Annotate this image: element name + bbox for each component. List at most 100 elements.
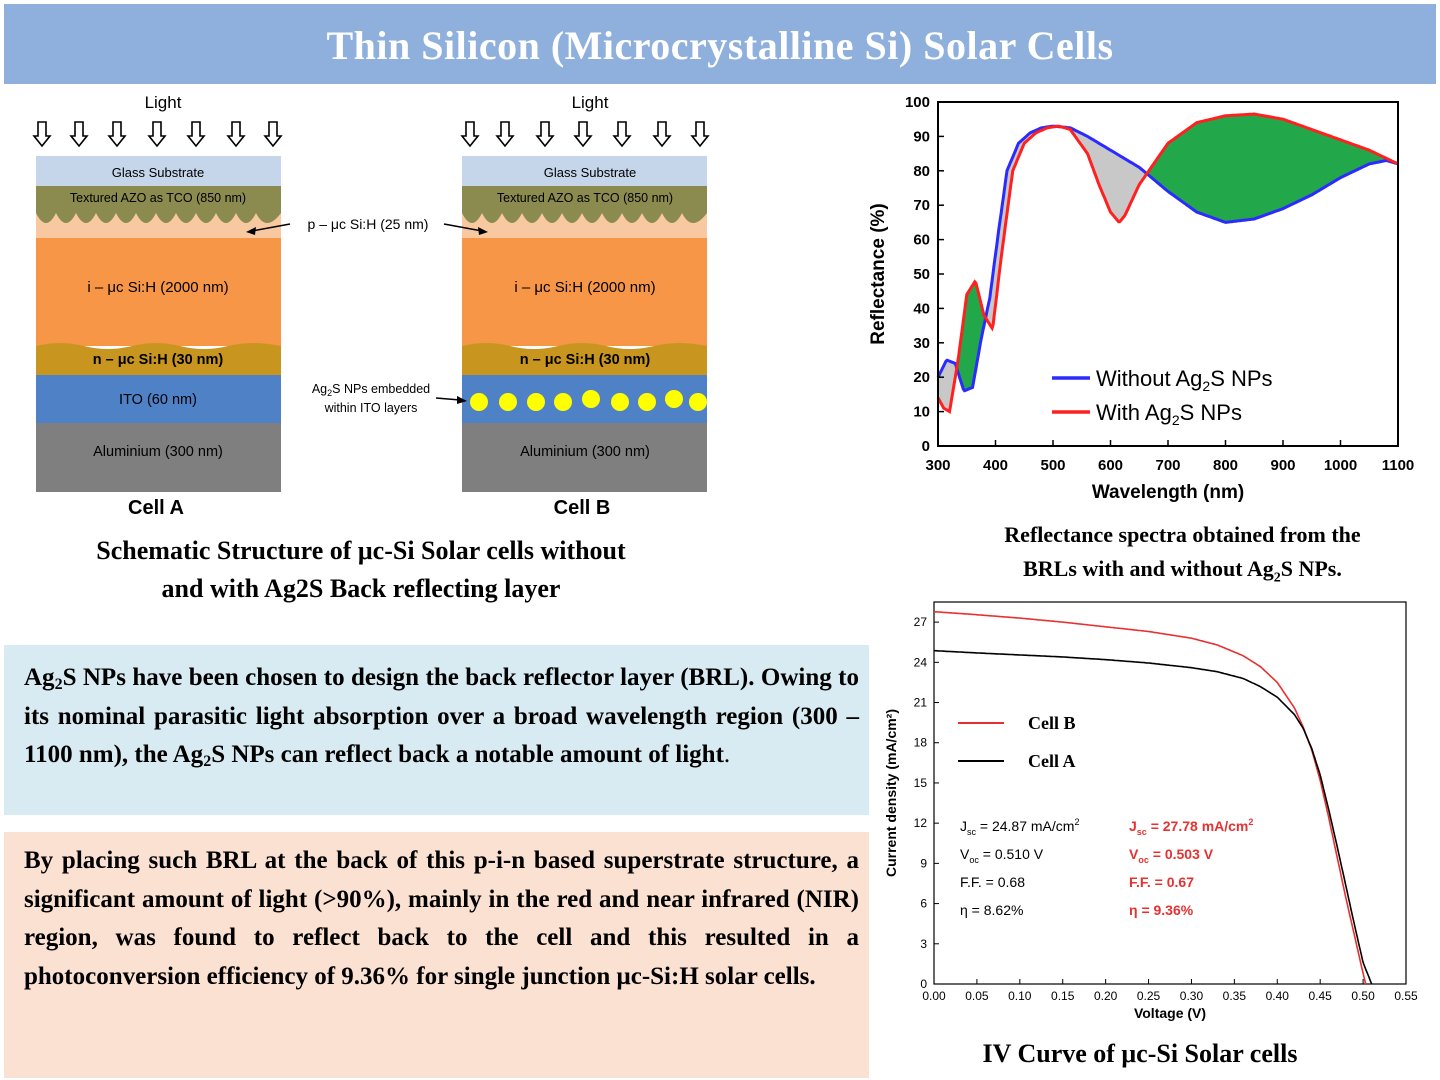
y-tick-label: 70: [913, 197, 930, 214]
p-layer-label: p – μc Si:H (25 nm): [308, 216, 429, 232]
y-tick-label: 0: [922, 438, 930, 455]
i-layer-b: [462, 238, 707, 346]
i-layer-a: [36, 238, 281, 346]
x-tick-label: 700: [1155, 457, 1180, 474]
y-tick-label: 24: [914, 655, 928, 669]
plot-frame: [933, 601, 1407, 985]
title-banner: Thin Silicon (Microcrystalline Si) Solar…: [4, 4, 1436, 84]
x-tick-label: 0.05: [965, 989, 989, 1003]
x-tick-label: 0.10: [1008, 989, 1032, 1003]
x-tick-label: 1000: [1324, 457, 1357, 474]
x-tick-label: 0.55: [1394, 989, 1418, 1003]
schematic-caption-line2: and with Ag2S Back reflecting layer: [161, 574, 561, 603]
y-tick-label: 10: [913, 404, 930, 421]
y-axis-label: Reflectance (%): [868, 203, 889, 345]
y-tick-label: 3: [920, 937, 927, 951]
x-tick-label: 0.35: [1223, 989, 1247, 1003]
schematic-caption-line1: Schematic Structure of μc-Si Solar cells…: [96, 536, 626, 565]
legend-entry: Cell A: [1028, 751, 1076, 771]
info-box-results-text: By placing such BRL at the back of this …: [24, 847, 859, 990]
cell-b-annotation-ff: F.F. = 0.67: [1129, 874, 1194, 890]
cell-b-annotation-jsc: Jsc = 27.78 mA/cm2: [1129, 817, 1253, 837]
i-layer-label-b: i – μc Si:H (2000 nm): [514, 279, 655, 296]
y-tick-label: 80: [913, 163, 930, 180]
legend-entry: With Ag2S NPs: [1096, 400, 1242, 428]
cell-a-annotation-ff: F.F. = 0.68: [960, 874, 1025, 890]
x-tick-label: 300: [925, 457, 950, 474]
aluminium-layer-a: [36, 423, 281, 492]
light-arrows-b: [461, 121, 709, 147]
y-tick-label: 21: [914, 696, 928, 710]
n-layer-label-b: n – μc Si:H (30 nm): [520, 352, 651, 368]
aluminium-label-b: Aluminium (300 nm): [520, 444, 650, 460]
reflectance-caption-line2: BRLs with and without Ag2S NPs.: [1023, 556, 1342, 586]
x-tick-label: 1100: [1382, 457, 1415, 474]
y-tick-label: 20: [913, 369, 930, 386]
x-tick-label: 900: [1270, 457, 1295, 474]
np-label-line2: within ITO layers: [324, 401, 418, 415]
page-title: Thin Silicon (Microcrystalline Si) Solar…: [326, 23, 1114, 68]
cell-b-stack: Light Glass Substrate Textured AZO as TC…: [461, 93, 709, 519]
cell-b-annotation-voc: Voc = 0.503 V: [1129, 846, 1214, 865]
series-with-ag2s: [936, 112, 1399, 414]
glass-layer-a: [36, 156, 281, 186]
x-tick-label: 0.40: [1266, 989, 1290, 1003]
y-tick-label: 27: [914, 615, 928, 629]
n-layer-label-a: n – μc Si:H (30 nm): [93, 352, 224, 368]
ito-label-a: ITO (60 nm): [119, 392, 197, 408]
n-layer-b: [462, 343, 707, 375]
legend-entry: Without Ag2S NPs: [1096, 366, 1273, 394]
legend-entry: Cell B: [1028, 713, 1076, 733]
x-tick-label: 400: [983, 457, 1008, 474]
y-tick-label: 0: [920, 977, 927, 991]
ito-layer-a: [36, 375, 281, 423]
reflectance-caption-line1: Reflectance spectra obtained from the: [1004, 522, 1361, 547]
y-tick-label: 90: [913, 128, 930, 145]
cell-a-stack: Light Glass Substrate Textured AZO as TC…: [33, 93, 282, 519]
x-axis-label: Wavelength (nm): [1092, 482, 1244, 503]
i-layer-label-a: i – μc Si:H (2000 nm): [87, 279, 228, 296]
x-tick-label: 0.50: [1351, 989, 1375, 1003]
n-layer-a: [36, 343, 281, 375]
y-tick-label: 40: [913, 300, 930, 317]
y-tick-label: 30: [913, 335, 930, 352]
y-tick-label: 12: [914, 816, 928, 830]
cell-b-annotation-eta: η = 9.36%: [1129, 902, 1194, 918]
p-layer-callout: p – μc Si:H (25 nm): [246, 216, 488, 235]
light-label-b: Light: [572, 93, 609, 112]
series-cell-b: [933, 610, 1367, 985]
aluminium-layer-b: [462, 423, 707, 492]
series-cell-a: [934, 649, 1373, 985]
x-tick-label: 500: [1040, 457, 1065, 474]
p-layer-a: [36, 213, 281, 243]
np-label-line1: Ag2S NPs embedded: [312, 382, 430, 398]
x-axis-label: Voltage (V): [1134, 1005, 1206, 1021]
x-tick-label: 0.00: [922, 989, 946, 1003]
light-arrows-a: [33, 121, 282, 147]
cell-b-label: Cell B: [554, 497, 611, 519]
x-tick-label: 800: [1213, 457, 1238, 474]
azo-label-a: Textured AZO as TCO (850 nm): [70, 191, 246, 205]
iv-curve-chart: 0.00 0.05 0.10 0.15 0.20 0.25 0.30 0.35 0.40 0.45…: [883, 601, 1418, 1021]
p-layer-b: [462, 213, 707, 243]
y-tick-label: 100: [905, 94, 930, 111]
y-tick-label: 50: [913, 266, 930, 283]
info-box-results: By placing such BRL at the back of this …: [4, 832, 869, 1078]
info-box-brl: Ag2S NPs have been chosen to design the …: [4, 645, 869, 815]
y-tick-label: 18: [914, 736, 928, 750]
reflectance-caption: Reflectance spectra obtained from the BR…: [930, 518, 1435, 595]
x-tick-label: 0.45: [1309, 989, 1333, 1003]
light-label-a: Light: [145, 93, 182, 112]
glass-layer-b: [462, 156, 707, 186]
y-tick-label: 9: [920, 856, 927, 870]
cell-a-annotation-jsc: Jsc = 24.87 mA/cm2: [960, 817, 1079, 837]
azo-label-b: Textured AZO as TCO (850 nm): [497, 191, 673, 205]
series-without-ag2s: [936, 124, 1399, 393]
glass-label-a: Glass Substrate: [112, 165, 205, 180]
x-tick-label: 0.30: [1180, 989, 1204, 1003]
glass-label-b: Glass Substrate: [544, 165, 637, 180]
iv-caption: IV Curve of μc-Si Solar cells: [982, 1039, 1298, 1068]
cell-a-label: Cell A: [128, 497, 184, 519]
schematic-caption: Schematic Structure of μc-Si Solar cells…: [0, 532, 722, 608]
cell-a-annotation-voc: Voc = 0.510 V: [960, 846, 1044, 865]
